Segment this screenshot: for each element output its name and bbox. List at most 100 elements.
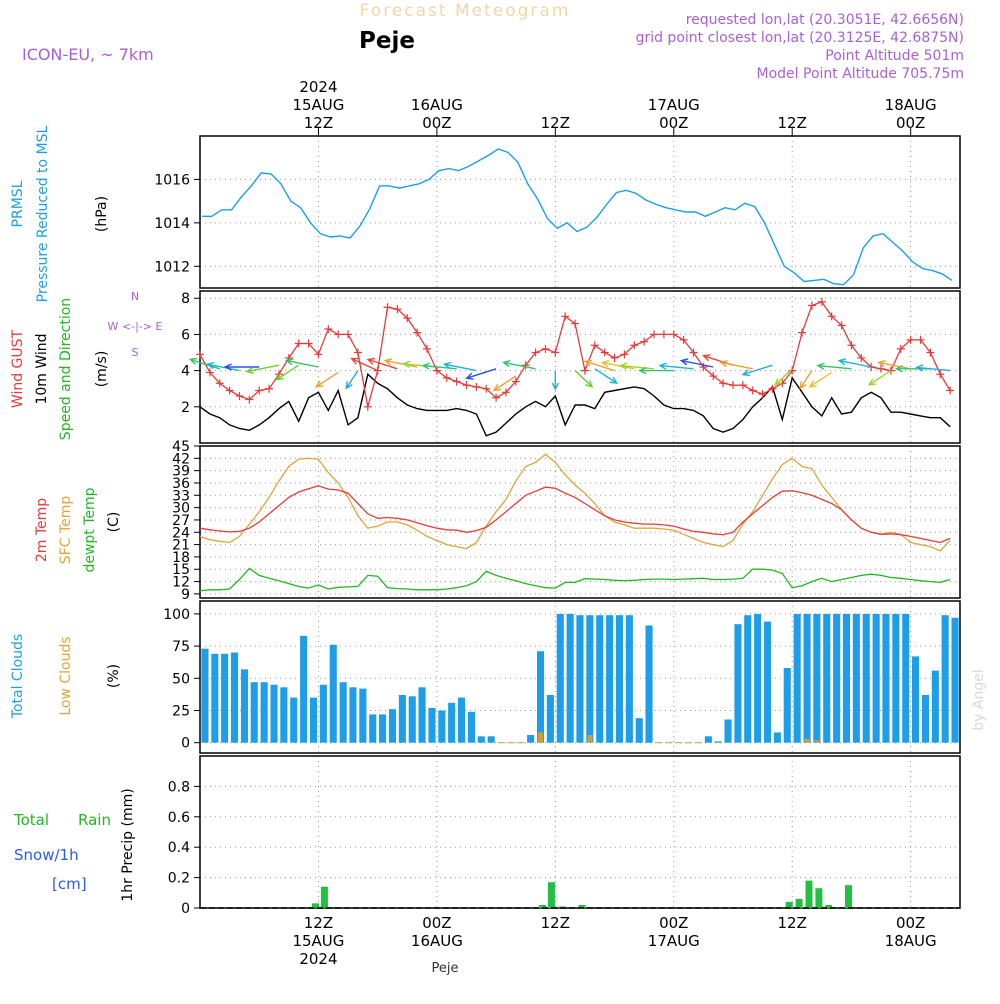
- pressure-unit: (hPa): [94, 196, 110, 232]
- wind-10m-label: 10m Wind: [34, 333, 50, 404]
- bottom-time-label: 12Z: [541, 914, 570, 932]
- y-tick-label: 45: [172, 439, 190, 455]
- wind-direction-arrow: [275, 364, 300, 381]
- gust-marker: [679, 335, 688, 344]
- low-cloud-bar: [814, 740, 820, 743]
- total-cloud-bar: [813, 613, 821, 743]
- wind-direction-arrow: [421, 362, 457, 370]
- total-cloud-bar: [319, 684, 327, 743]
- gust-marker: [571, 319, 580, 328]
- total-cloud-bar: [418, 687, 426, 743]
- gust-marker: [659, 330, 668, 339]
- wind-unit: (m/s): [94, 351, 110, 388]
- wind-direction-arrow: [383, 358, 418, 368]
- wind-gust-label: Wind GUST: [10, 329, 26, 408]
- bottom-time-label: 12Z: [304, 914, 333, 932]
- y-tick-label: 50: [172, 671, 190, 687]
- gust-marker: [798, 328, 807, 337]
- gust-marker: [837, 321, 846, 330]
- gust-marker: [551, 348, 560, 357]
- wind-direction-arrow: [877, 360, 911, 370]
- total-cloud-bar: [201, 648, 209, 743]
- gust-marker: [215, 379, 224, 388]
- total-cloud-bar: [477, 736, 485, 743]
- gust-marker: [314, 350, 323, 359]
- footer-location: Peje: [432, 961, 459, 976]
- gust-marker: [946, 386, 955, 395]
- total-cloud-bar: [408, 696, 416, 743]
- wind-direction-arrow: [502, 360, 536, 370]
- total-cloud-bar: [221, 653, 229, 743]
- gust-marker: [501, 388, 510, 397]
- y-tick-label: 39: [172, 464, 190, 480]
- y-tick-label: 0.4: [168, 840, 190, 856]
- precip-bar: [312, 903, 319, 908]
- total-cloud-bar: [803, 613, 811, 743]
- wind-direction-arrow: [350, 357, 378, 372]
- wind-direction-arrow: [245, 364, 280, 374]
- wind-direction-arrow: [799, 370, 813, 390]
- gust-marker: [442, 373, 451, 382]
- y-tick-label: 25: [172, 703, 190, 719]
- bottom-time-label: 17AUG: [648, 932, 700, 950]
- bottom-time-label: 15AUG: [292, 932, 344, 950]
- gust-marker: [728, 381, 737, 390]
- wind-direction-arrow: [583, 359, 615, 372]
- bottom-time-label: 00Z: [422, 914, 451, 932]
- gust-marker: [877, 364, 886, 373]
- total-cloud-bar: [764, 621, 772, 743]
- compass-s: S: [132, 346, 139, 359]
- wind-direction-arrow: [679, 358, 714, 368]
- gust-marker: [235, 391, 244, 400]
- gust-marker: [857, 353, 866, 362]
- gust-marker: [896, 344, 905, 353]
- gust-marker: [205, 368, 214, 377]
- requested-coords: requested lon,lat (20.3051E, 42.6656N): [686, 12, 964, 28]
- gust-marker: [472, 382, 481, 391]
- gust-marker: [817, 297, 826, 306]
- precip-cm-label: [cm]: [52, 875, 87, 893]
- total-cloud-bar: [872, 613, 880, 743]
- gust-marker: [304, 339, 313, 348]
- y-tick-label: 27: [172, 513, 190, 529]
- total-cloud-bar: [931, 670, 939, 743]
- gust-marker: [344, 330, 353, 339]
- total-cloud-bar: [329, 644, 337, 743]
- precip-bar: [795, 898, 803, 908]
- low-cloud-bar: [538, 732, 543, 743]
- total-cloud-bar: [250, 682, 258, 743]
- compass-we: W <-|-> E: [108, 320, 163, 333]
- gust-marker: [640, 337, 649, 346]
- bottom-time-label: 12Z: [778, 914, 807, 932]
- gust-marker: [353, 348, 362, 357]
- gust-marker: [600, 348, 609, 357]
- gust-marker: [748, 386, 757, 395]
- low-cloud-bar: [804, 738, 810, 743]
- gust-marker: [650, 330, 659, 339]
- total-cloud-bar: [576, 615, 584, 743]
- bottom-time-label: 2024: [299, 950, 337, 968]
- total-cloud-bar: [290, 697, 298, 743]
- y-tick-label: 18: [172, 550, 190, 566]
- total-cloud-bar: [487, 736, 495, 743]
- gust-marker: [561, 312, 570, 321]
- y-tick-label: 0: [181, 901, 190, 917]
- total-cloud-bar: [635, 718, 643, 743]
- wind-direction-arrow: [618, 362, 655, 370]
- gust-marker: [265, 384, 274, 393]
- precip-rain-label: Rain: [78, 811, 111, 829]
- gust-marker: [383, 303, 392, 312]
- total-cloud-bar: [912, 656, 920, 743]
- y-tick-label: 0.8: [168, 779, 190, 795]
- y-tick-label: 42: [172, 451, 190, 467]
- low-clouds-label: Low Clouds: [58, 636, 74, 715]
- gust-marker: [255, 386, 264, 395]
- top-time-label: 18AUG: [885, 96, 937, 114]
- wind-direction-arrow: [551, 370, 560, 391]
- y-tick-label: 2: [181, 400, 190, 416]
- wind-direction-arrow: [867, 370, 892, 386]
- gust-marker: [827, 312, 836, 321]
- total-cloud-bar: [921, 695, 929, 743]
- gridpoint-coords: grid point closest lon,lat (20.3125E, 42…: [636, 30, 964, 46]
